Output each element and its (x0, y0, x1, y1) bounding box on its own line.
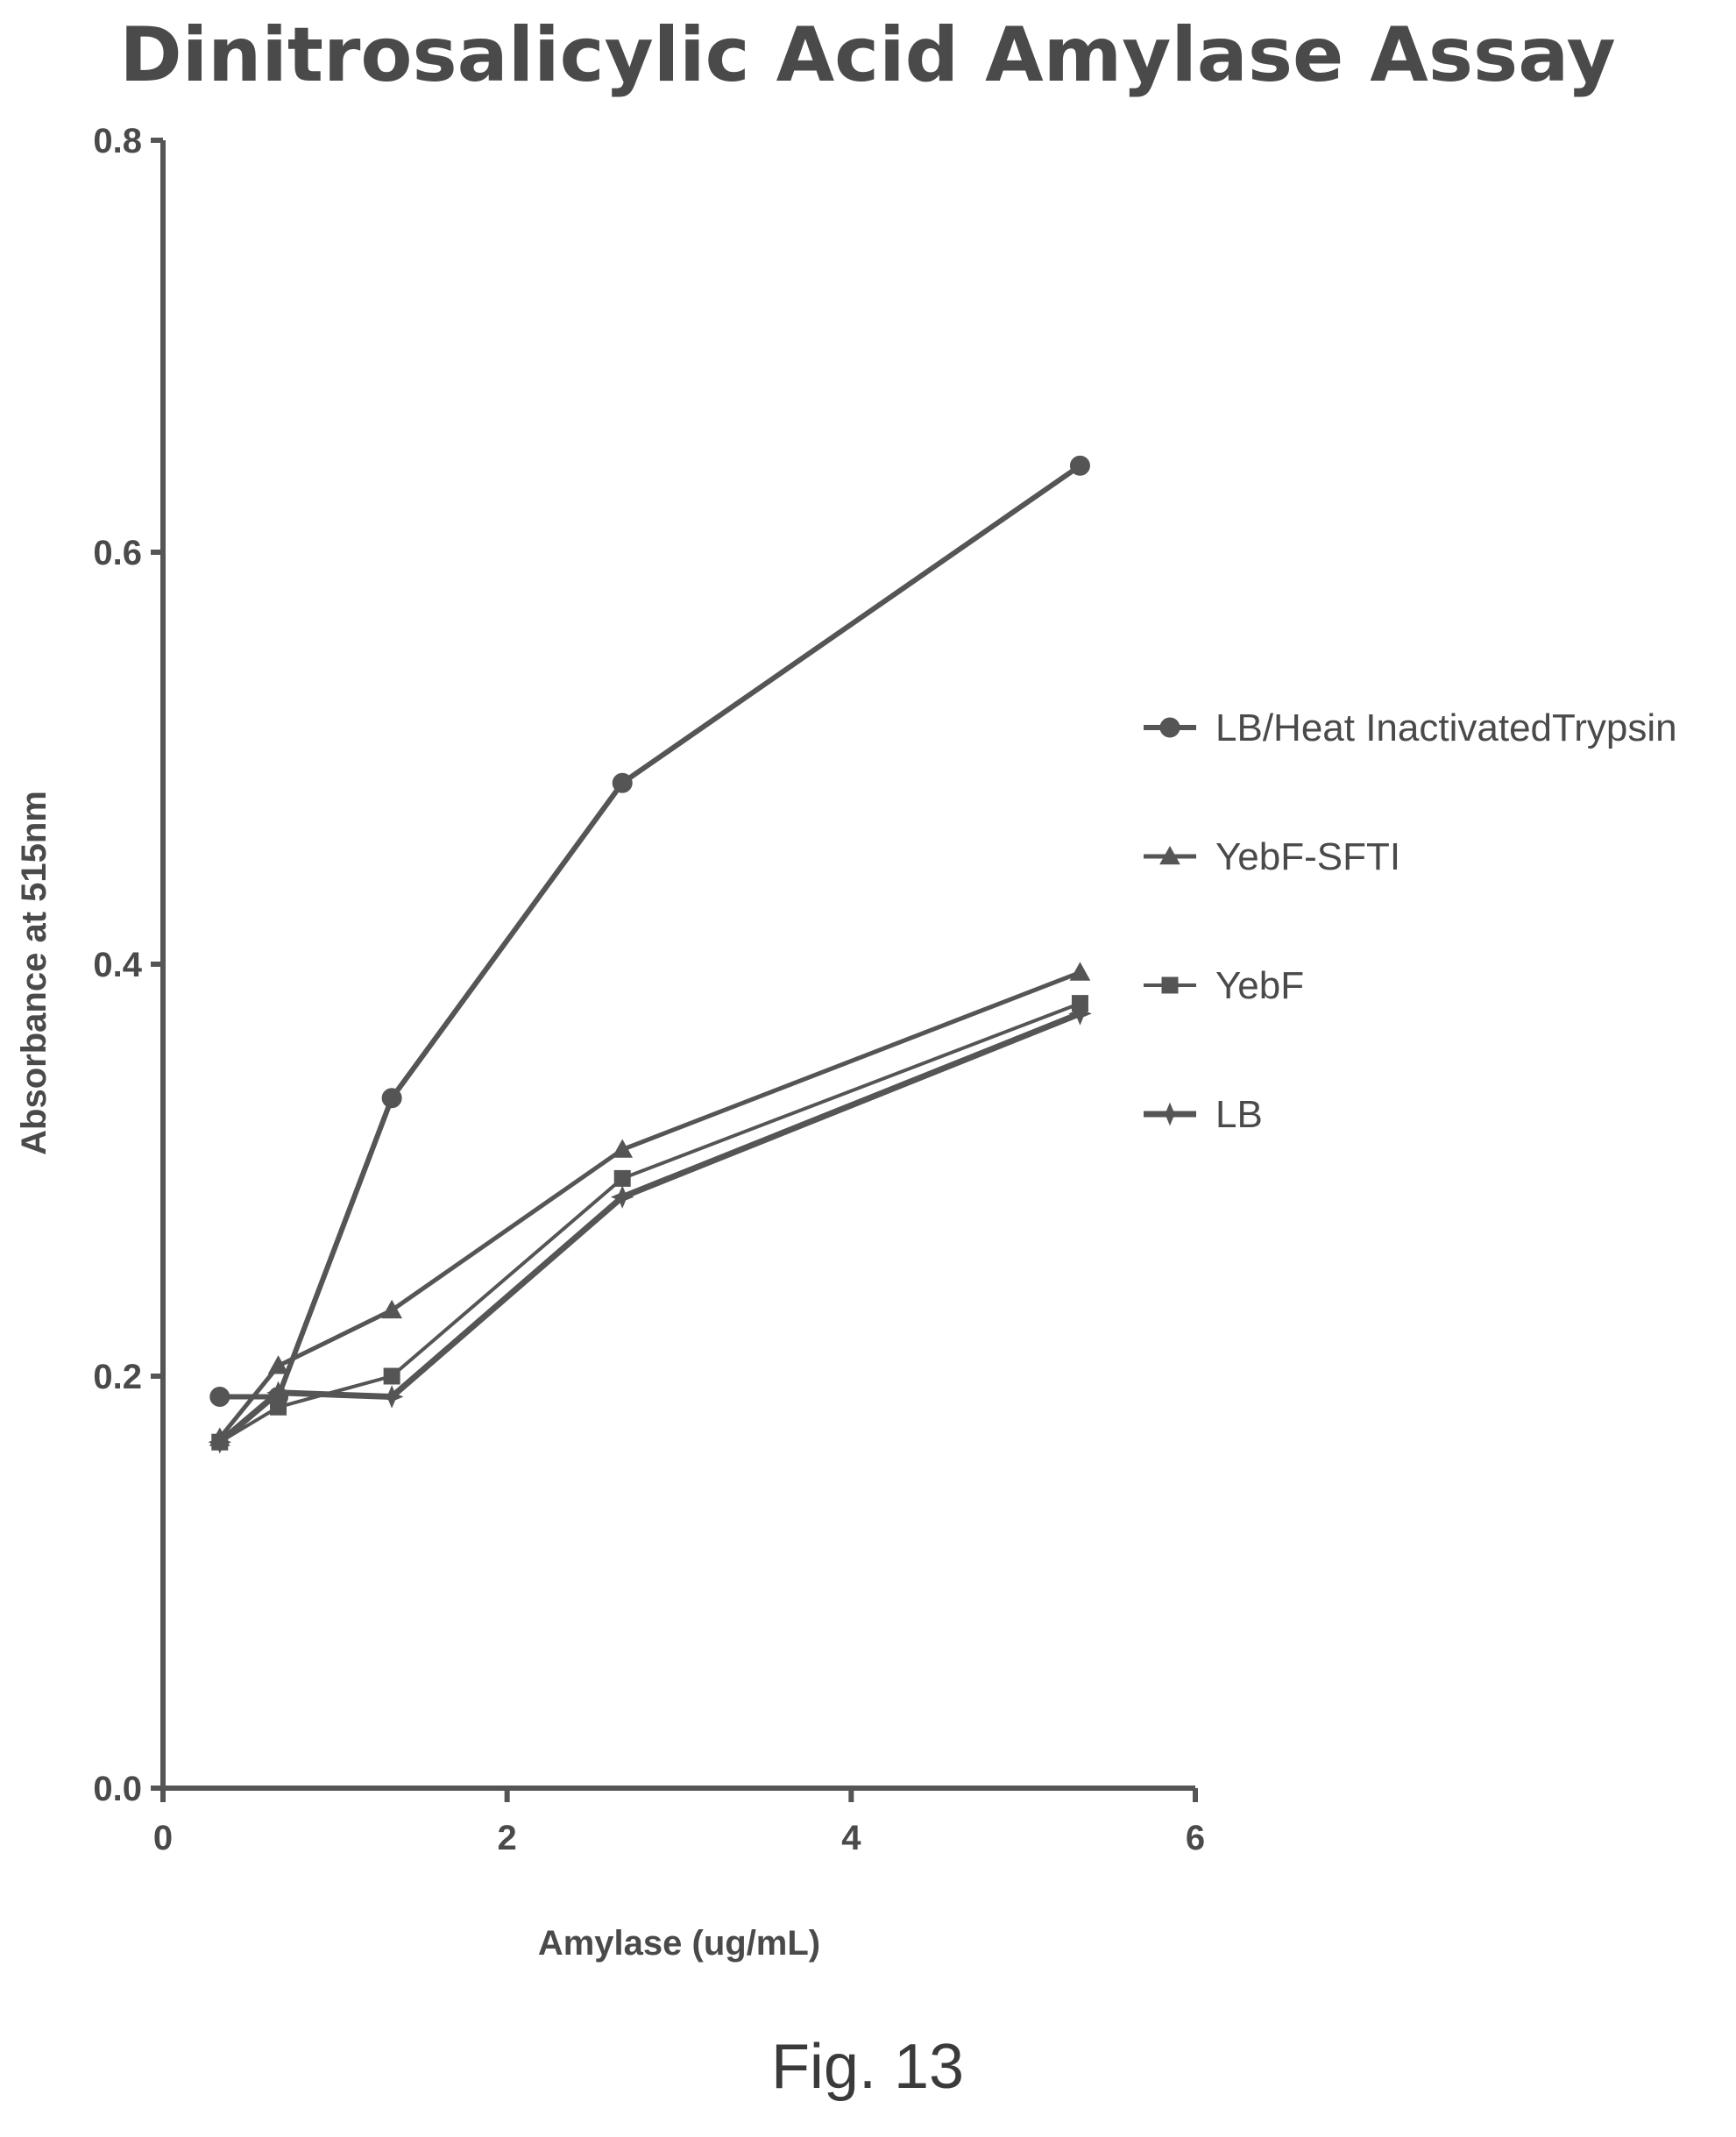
data-point (381, 1299, 402, 1319)
y-tick-label: 0.2 (93, 1358, 142, 1396)
legend-marker (1159, 845, 1180, 865)
y-tick-label: 0.8 (93, 122, 142, 160)
series-line (219, 463, 1082, 1400)
data-point (266, 1381, 290, 1405)
data-point (1069, 962, 1091, 981)
data-point (612, 772, 633, 793)
x-axis-label: Amylase (ug/mL) (538, 1924, 820, 1963)
legend-item: LB (1144, 1093, 1263, 1136)
data-point (1069, 455, 1090, 476)
legend-marker (1158, 1102, 1182, 1126)
data-point (209, 1387, 230, 1407)
figure-caption: Fig. 13 (771, 2032, 964, 2102)
legend-item: YebF (1144, 964, 1304, 1007)
data-point (612, 1139, 634, 1158)
data-point (613, 1169, 631, 1187)
data-point (610, 1185, 634, 1209)
data-point (379, 1385, 404, 1409)
series-1 (209, 962, 1091, 1446)
legend: LB/Heat InactivatedTrypsin YebF-SFTI YebF L… (1144, 706, 1677, 1136)
legend-item: LB/Heat InactivatedTrypsin (1144, 706, 1677, 749)
data-point (1068, 1002, 1092, 1026)
legend-label: YebF-SFTI (1215, 835, 1400, 878)
series-3 (208, 1002, 1092, 1454)
data-point (267, 1355, 289, 1374)
legend-label: LB (1215, 1093, 1263, 1136)
y-axis-label: Absorbance at 515nm (15, 791, 53, 1155)
legend-marker (1161, 976, 1179, 994)
x-tick-label: 2 (498, 1819, 517, 1857)
chart-title: Dinitrosalicylic Acid Amylase Assay (119, 11, 1615, 99)
legend-item: YebF-SFTI (1144, 835, 1400, 878)
legend-marker (1159, 717, 1180, 738)
y-tick-label: 0.0 (93, 1770, 142, 1808)
y-tick-label: 0.6 (93, 534, 142, 572)
series-line (217, 1011, 1081, 1445)
legend-label: LB/Heat InactivatedTrypsin (1215, 706, 1677, 749)
data-point (208, 1430, 232, 1454)
x-tick-label: 0 (153, 1819, 173, 1857)
data-point (381, 1088, 402, 1109)
x-tick-label: 6 (1186, 1819, 1205, 1857)
y-tick-label: 0.4 (93, 946, 142, 984)
data-point (383, 1367, 400, 1385)
x-tick-label: 4 (841, 1819, 861, 1857)
axes: 0.0 0.2 0.4 0.6 0.8 0 2 4 6 (93, 122, 1205, 1857)
legend-label: YebF (1215, 964, 1304, 1007)
series-layer (208, 455, 1092, 1454)
series-0 (209, 455, 1090, 1407)
series-line (218, 1001, 1081, 1444)
